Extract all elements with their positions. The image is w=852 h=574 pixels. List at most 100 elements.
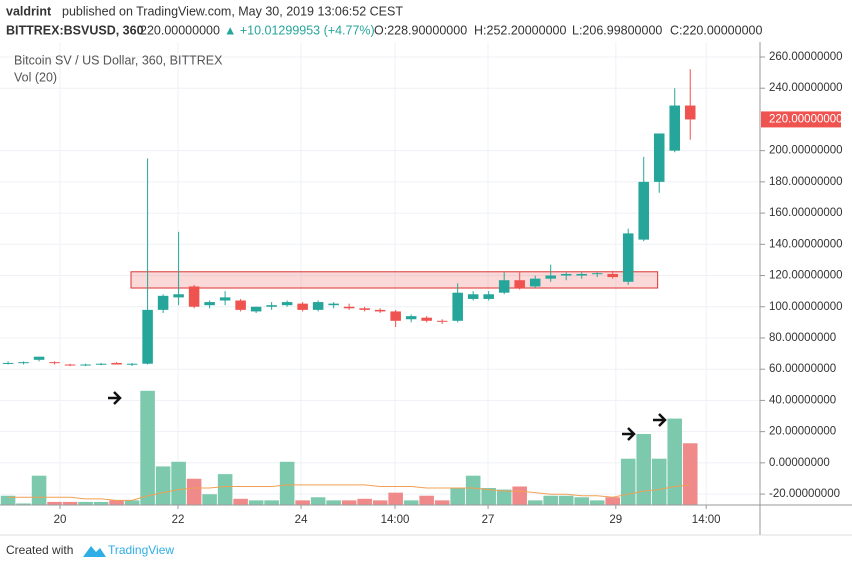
volume-bar bbox=[341, 500, 357, 505]
volume-ma bbox=[8, 484, 691, 501]
close: C:220.00000000 bbox=[670, 23, 762, 37]
volume-bar bbox=[264, 500, 279, 505]
candle-body bbox=[142, 309, 153, 364]
volume-bar bbox=[0, 495, 16, 505]
volume-bar bbox=[310, 497, 326, 505]
volume-bar bbox=[434, 500, 450, 505]
volume-bar bbox=[171, 461, 186, 505]
candle-body bbox=[281, 302, 293, 306]
candle-body bbox=[436, 320, 448, 322]
candle-body bbox=[684, 105, 696, 120]
x-tick-label: 14:00 bbox=[692, 514, 721, 526]
y-tick-label: 160.00000000 bbox=[769, 207, 843, 219]
candle-body bbox=[49, 362, 60, 364]
candle-body bbox=[64, 364, 76, 366]
candle-body bbox=[638, 181, 649, 240]
open: O:228.90000000 bbox=[374, 23, 467, 37]
volume-bar bbox=[465, 475, 481, 505]
candle-body bbox=[328, 303, 339, 306]
candle-body bbox=[219, 297, 231, 301]
candle-body bbox=[111, 362, 122, 365]
candle-body bbox=[669, 105, 680, 151]
candle-body bbox=[576, 273, 587, 276]
volume-bar bbox=[124, 500, 140, 505]
candle-body bbox=[483, 294, 494, 299]
volume-bar bbox=[155, 466, 171, 505]
candle-body bbox=[374, 309, 386, 312]
candle-body bbox=[173, 294, 184, 298]
y-tick-label: 240.00000000 bbox=[769, 82, 843, 94]
volume-bar bbox=[543, 495, 558, 505]
volume-bar bbox=[248, 500, 264, 505]
y-tick-label: 100.00000000 bbox=[769, 301, 843, 313]
volume-bar bbox=[93, 501, 109, 505]
x-tick-label: 24 bbox=[295, 514, 308, 526]
volume-bar bbox=[233, 498, 248, 505]
published: published on TradingView.com, May 30, 20… bbox=[62, 4, 403, 18]
last-price-box bbox=[761, 111, 841, 128]
candle-body bbox=[607, 273, 618, 278]
arrow bbox=[622, 427, 636, 441]
x-tick-label: 27 bbox=[482, 514, 495, 526]
candle-body bbox=[2, 362, 14, 364]
candle-body bbox=[235, 300, 246, 310]
volume-bar bbox=[574, 497, 589, 505]
volume-bar bbox=[186, 478, 202, 505]
volume-bar bbox=[558, 495, 574, 505]
last-price-label: 220.00000000 bbox=[769, 113, 843, 125]
candle-body bbox=[188, 286, 200, 307]
candle-body bbox=[250, 306, 262, 312]
legend-volume: Vol (20) bbox=[14, 70, 57, 84]
volume-bar bbox=[512, 486, 527, 505]
y-tick-label: 120.00000000 bbox=[769, 270, 843, 282]
volume-bar bbox=[605, 497, 620, 505]
candle-body bbox=[545, 275, 556, 279]
volume-bar bbox=[217, 474, 233, 505]
candle-body bbox=[343, 306, 355, 309]
symbol: BITTREX:BSVUSD, 360 bbox=[6, 23, 144, 37]
x-tick-label: 20 bbox=[54, 514, 67, 526]
candle-body bbox=[80, 364, 91, 366]
volume-bar bbox=[202, 494, 217, 505]
volume-bar bbox=[636, 434, 652, 505]
x-tick-label: 22 bbox=[172, 514, 185, 526]
candle-body bbox=[297, 303, 308, 310]
candle-body bbox=[622, 233, 634, 282]
volume-bar bbox=[589, 500, 605, 505]
volume-bar bbox=[372, 500, 388, 505]
volume-bar bbox=[78, 501, 93, 505]
candle-body bbox=[421, 317, 432, 321]
footer-brand: TradingView bbox=[108, 543, 174, 557]
arrow bbox=[653, 413, 667, 427]
volume-bar bbox=[16, 503, 31, 505]
y-tick-label: 60.00000000 bbox=[769, 363, 836, 375]
candle-body bbox=[95, 363, 107, 365]
high: H:252.20000000 bbox=[474, 23, 566, 37]
candle-body bbox=[33, 356, 45, 360]
candle-body bbox=[467, 294, 479, 299]
y-tick-label: 260.00000000 bbox=[769, 51, 843, 63]
candle-body bbox=[514, 280, 525, 289]
volume-bar bbox=[109, 500, 124, 505]
x-tick-label: 14:00 bbox=[381, 514, 410, 526]
candle-body bbox=[452, 292, 463, 321]
footer-created: Created with bbox=[6, 543, 73, 557]
volume-bar bbox=[31, 475, 47, 505]
volume-bar bbox=[667, 418, 683, 505]
candle-body bbox=[591, 273, 603, 275]
volume-bar bbox=[47, 501, 62, 505]
candle-body bbox=[18, 362, 29, 364]
volume-bar bbox=[481, 488, 496, 505]
volume-bar bbox=[295, 500, 310, 505]
legend-title: Bitcoin SV / US Dollar, 360, BITTREX bbox=[14, 53, 223, 67]
y-tick-label: 80.00000000 bbox=[769, 332, 836, 344]
volume-bar bbox=[450, 488, 465, 505]
candle-body bbox=[359, 308, 370, 310]
arrows bbox=[108, 391, 667, 441]
volume-bar bbox=[388, 492, 403, 505]
candle-body bbox=[266, 305, 277, 307]
volume-bar bbox=[279, 461, 295, 505]
y-tick-label: 200.00000000 bbox=[769, 145, 843, 157]
logo bbox=[83, 546, 106, 557]
